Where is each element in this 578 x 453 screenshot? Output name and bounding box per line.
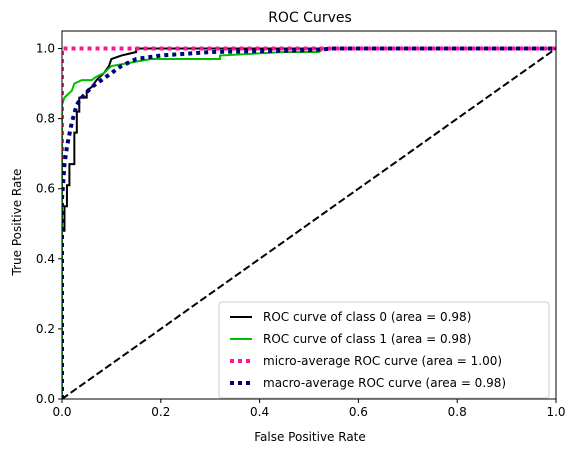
x-axis-label: False Positive Rate <box>254 430 366 444</box>
legend-label: micro-average ROC curve (area = 1.00) <box>263 354 502 368</box>
legend-label: ROC curve of class 1 (area = 0.98) <box>263 332 471 346</box>
series-line-1 <box>62 47 556 399</box>
y-tick-label: 0.4 <box>36 252 55 266</box>
x-tick-label: 0.8 <box>448 405 467 419</box>
legend-box <box>218 301 550 399</box>
series-line-3 <box>62 46 556 399</box>
series-line-0 <box>62 47 556 399</box>
y-tick-label: 0.6 <box>36 182 55 196</box>
x-tick-label: 0.4 <box>250 405 269 419</box>
x-tick-label: 0.6 <box>349 405 368 419</box>
axes-group: 0.0 0.2 0.4 0.6 0.8 1.0 0.0 0.2 0.4 0.6 0.8 1.0 <box>36 30 566 419</box>
x-tick-label: 1.0 <box>546 405 565 419</box>
y-tick-label: 0.0 <box>36 392 55 406</box>
plot-series-group <box>62 46 556 399</box>
y-tick-label: 1.0 <box>36 42 55 56</box>
legend-label: ROC curve of class 0 (area = 0.98) <box>263 310 471 324</box>
plot-frame <box>61 30 557 400</box>
chance-diagonal-line <box>62 47 556 399</box>
chart-title: ROC Curves <box>268 10 352 26</box>
legend: ROC curve of class 0 (area = 0.98) ROC cu… <box>218 301 550 399</box>
y-axis-label: True Positive Rate <box>10 169 24 277</box>
y-tick-label: 0.8 <box>36 112 55 126</box>
y-tick-label: 0.2 <box>36 322 55 336</box>
legend-label: macro-average ROC curve (area = 0.98) <box>263 376 506 390</box>
x-tick-label: 0.0 <box>52 405 71 419</box>
x-tick-label: 0.2 <box>151 405 170 419</box>
